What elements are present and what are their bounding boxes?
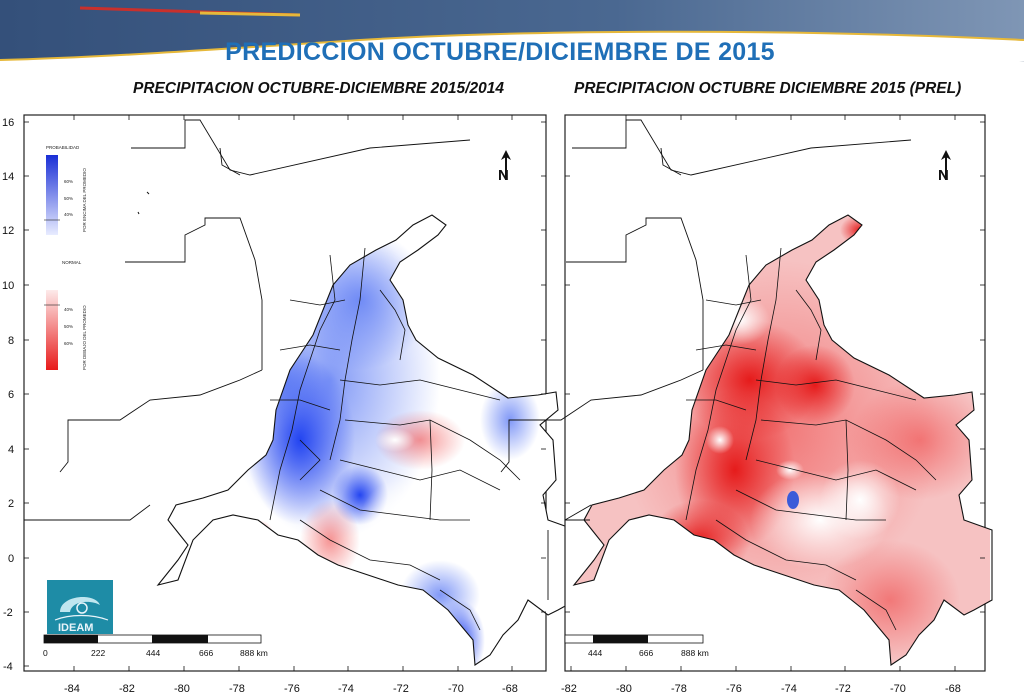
x-tick-78: -78 xyxy=(229,683,245,695)
legend-above-tick-1: 60% xyxy=(64,179,73,184)
legend-above-tick-3: 40% xyxy=(64,212,73,217)
x-tick-76: -76 xyxy=(284,683,300,695)
map-subtitle-left: PRECIPITACION OCTUBRE-DICIEMBRE 2015/201… xyxy=(133,80,504,97)
legend-below-tick-2: 50% xyxy=(64,324,73,329)
x-tick-r-74: -74 xyxy=(781,683,797,695)
scale-label-888: 888 km xyxy=(240,648,268,658)
x-tick-84: -84 xyxy=(64,683,80,695)
x-tick-68: -68 xyxy=(502,683,518,695)
legend-below-axis-label: POR DEBAJO DEL PROMEDIO xyxy=(82,305,87,370)
department-borders-left xyxy=(269,247,521,631)
north-arrow-right: N xyxy=(938,150,951,184)
legend-above-tick-2: 50% xyxy=(64,196,73,201)
x-tick-72: -72 xyxy=(393,683,409,695)
x-tick-82: -82 xyxy=(119,683,135,695)
legend-above-colorbar xyxy=(46,155,58,235)
scale-label-444: 444 xyxy=(146,648,160,658)
legend-normal-title: NORMAL xyxy=(62,260,82,265)
north-arrow-left: N xyxy=(498,150,511,184)
legend-above-axis-label: POR ENCIMA DEL PROMEDIO xyxy=(82,168,87,232)
y-tick-4: 4 xyxy=(8,444,14,456)
y-tick-16: 16 xyxy=(2,117,14,129)
y-axis-left xyxy=(24,121,546,667)
x-tick-r-72: -72 xyxy=(835,683,851,695)
y-tick-2: 2 xyxy=(8,498,14,510)
y-tick-0: 0 xyxy=(8,553,14,565)
x-tick-70: -70 xyxy=(448,683,464,695)
neighbour-borders-left xyxy=(24,119,549,600)
legend-below-colorbar xyxy=(46,290,58,370)
page-title: PREDICCION OCTUBRE/DICIEMBRE DE 2015 xyxy=(225,38,775,66)
x-tick-r-68: -68 xyxy=(945,683,961,695)
north-label-left: N xyxy=(498,167,509,184)
y-tick-14: 14 xyxy=(2,171,14,183)
y-axis-labels: 16 14 12 10 8 6 4 2 0 -2 -4 xyxy=(2,117,14,673)
legend-left: PROBABILIDAD 60% 50% 40% POR ENCIMA DEL … xyxy=(44,145,87,370)
neighbour-borders-right xyxy=(500,119,912,521)
legend-below-tick-1: 40% xyxy=(64,307,73,312)
north-label-right: N xyxy=(938,167,949,184)
legend-probability-title: PROBABILIDAD xyxy=(46,145,80,150)
x-tick-80: -80 xyxy=(174,683,190,695)
department-borders-right xyxy=(685,247,937,631)
scale-right-666: 666 xyxy=(639,648,653,658)
map-right: N 444 666 888 km -82 -80 -78 -76 -74 -72… xyxy=(500,114,993,695)
legend-below-tick-3: 60% xyxy=(64,341,73,346)
x-tick-74: -74 xyxy=(338,683,354,695)
x-axis-labels-left: -84 -82 -80 -78 -76 -74 -72 -70 -68 xyxy=(64,683,518,695)
x-tick-r-78: -78 xyxy=(671,683,687,695)
header-banner xyxy=(0,0,1024,62)
x-tick-r-80: -80 xyxy=(616,683,632,695)
y-axis-right xyxy=(565,121,985,613)
logo-text: IDEAM xyxy=(58,622,93,634)
ideam-logo: IDEAM xyxy=(47,580,113,634)
scale-right-888: 888 km xyxy=(681,648,709,658)
scale-bar-right: 444 666 888 km xyxy=(564,634,709,658)
scale-bar-left: 0 222 444 666 888 km xyxy=(43,634,268,658)
x-tick-r-70: -70 xyxy=(890,683,906,695)
map-subtitle-right: PRECIPITACION OCTUBRE DICIEMBRE 2015 (PR… xyxy=(574,80,962,97)
y-tick-12: 12 xyxy=(2,225,14,237)
scale-label-666: 666 xyxy=(199,648,213,658)
y-tick-neg2: -2 xyxy=(3,607,13,619)
x-axis-labels-right: -82 -80 -78 -76 -74 -72 -70 -68 xyxy=(561,683,961,695)
y-tick-6: 6 xyxy=(8,389,14,401)
scale-label-0: 0 xyxy=(43,648,48,658)
x-axis-left xyxy=(73,115,513,671)
scale-label-222: 222 xyxy=(91,648,105,658)
scale-right-444: 444 xyxy=(588,648,602,658)
x-tick-r-82: -82 xyxy=(561,683,577,695)
y-tick-neg4: -4 xyxy=(3,661,13,673)
map-left: PROBABILIDAD 60% 50% 40% POR ENCIMA DEL … xyxy=(2,114,577,695)
y-tick-8: 8 xyxy=(8,335,14,347)
y-tick-10: 10 xyxy=(2,280,14,292)
x-axis-right xyxy=(570,115,956,671)
x-tick-r-76: -76 xyxy=(726,683,742,695)
